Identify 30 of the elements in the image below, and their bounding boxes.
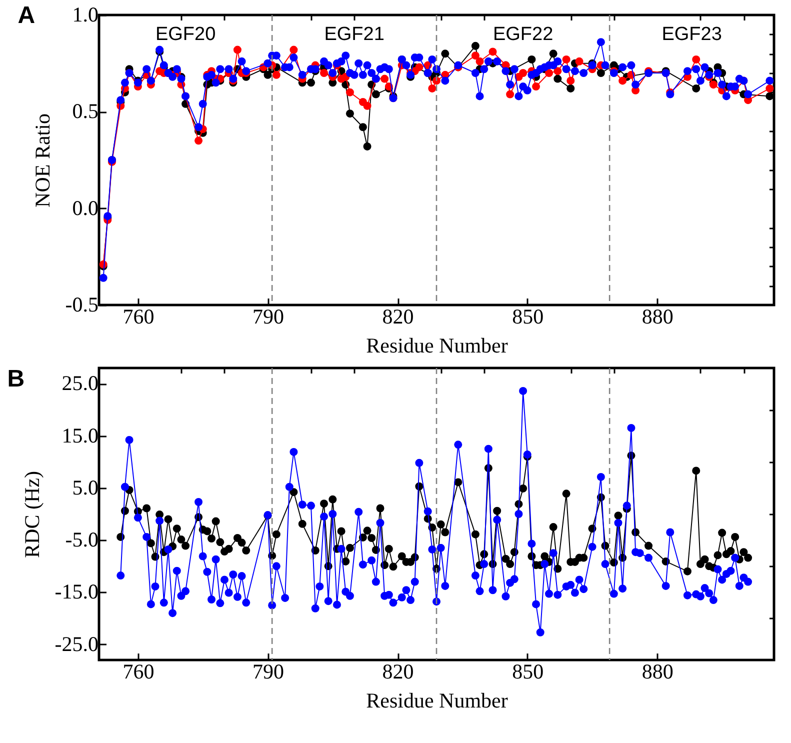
annotation: EGF22 [492,24,554,45]
x-tick-label: 850 [512,660,544,684]
y-tick-label: -25.0 [54,632,98,656]
x-tick-label: 880 [642,304,674,328]
x-tick-label: 880 [642,660,674,684]
x-tick-label: 820 [382,304,414,328]
x-tick-label: 760 [122,304,154,328]
y-tick-label: 1.0 [72,2,98,26]
x-tick-label: 820 [382,660,414,684]
x-axis-title: Residue Number [366,334,508,358]
chart-title: A [18,2,36,29]
x-tick-label: 850 [512,304,544,328]
y-tick-label: 0.0 [72,196,98,220]
y-axis-title: RDC (Hz) [20,471,44,558]
annotation: EGF20 [155,24,216,45]
x-tick-label: 760 [122,660,154,684]
annotation: EGF21 [324,24,384,45]
y-tick-label: 0.5 [72,99,98,124]
y-tick-label: 25.0 [62,371,98,396]
y-tick-label: -15.0 [54,580,98,604]
x-tick-label: 790 [252,304,284,328]
y-tick-label: 5.0 [72,475,98,500]
x-axis-title: Residue Number [366,688,508,712]
x-tick-label: 790 [252,660,284,684]
y-axis-title: NOE Ratio [30,114,54,208]
y-tick-label: -5.0 [65,528,98,552]
y-tick-label: -0.5 [65,292,98,316]
chart-title: B [7,365,25,392]
annotation: EGF23 [662,24,722,45]
y-tick-label: 15.0 [62,423,98,448]
